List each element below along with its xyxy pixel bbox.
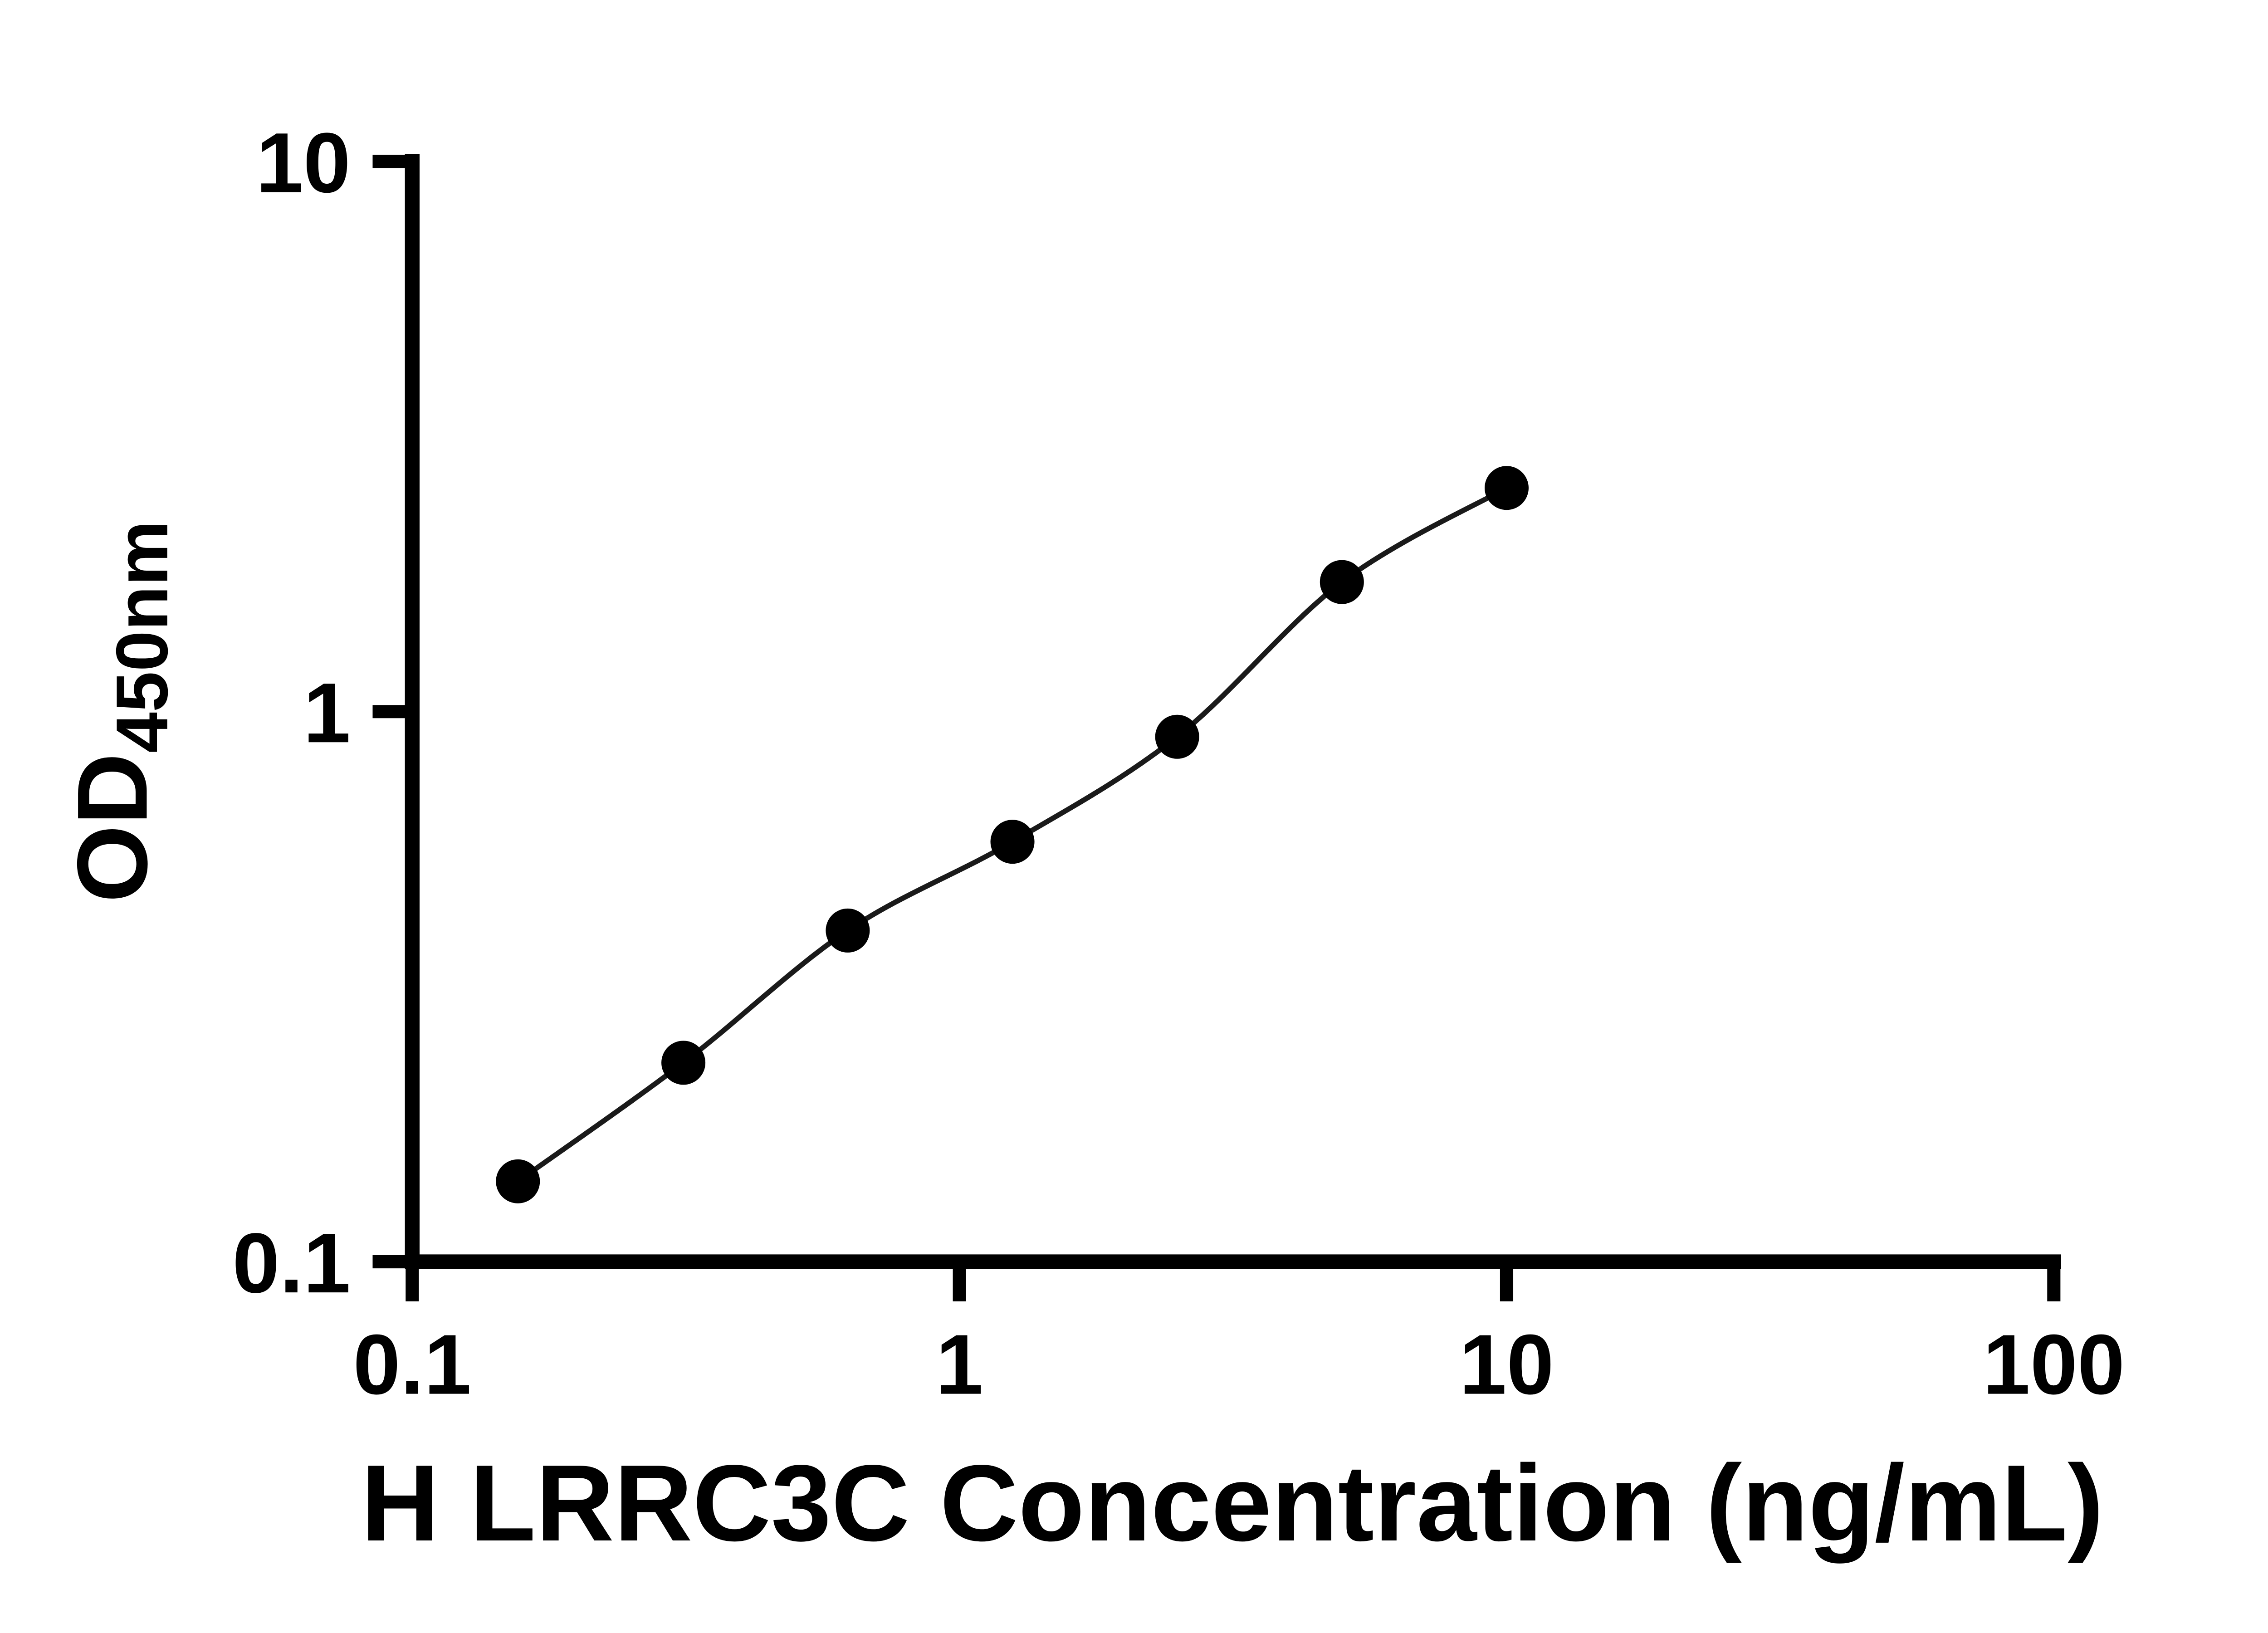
x-tick-label: 10 (1459, 1317, 1554, 1412)
y-axis-title-sub: 450nm (102, 521, 183, 753)
y-axis-ticks: 0.1 1 10 (232, 115, 412, 1310)
data-point (990, 820, 1035, 864)
data-point (1484, 466, 1529, 510)
series-group (496, 466, 1529, 1203)
y-tick-label: 10 (256, 115, 351, 210)
data-point (826, 908, 870, 953)
x-tick-label: 100 (1983, 1317, 2125, 1412)
y-tick-label: 0.1 (232, 1215, 351, 1310)
chart-background (0, 7, 2268, 1626)
data-point (496, 1159, 540, 1203)
y-tick-label: 1 (303, 665, 351, 760)
svg-text:OD450nm: OD450nm (56, 521, 183, 903)
data-point (1320, 560, 1364, 604)
data-point (661, 1041, 706, 1085)
y-axis-title-main: OD (56, 753, 168, 903)
data-point (1155, 714, 1199, 759)
x-axis-title: H LRRC3C Concentration (ng/mL) (361, 1442, 2104, 1564)
x-axis-ticks: 0.1 1 10 100 (353, 1261, 2125, 1412)
x-tick-label: 0.1 (353, 1317, 471, 1412)
x-tick-label: 1 (936, 1317, 983, 1412)
y-axis-title: OD450nm (56, 521, 183, 903)
